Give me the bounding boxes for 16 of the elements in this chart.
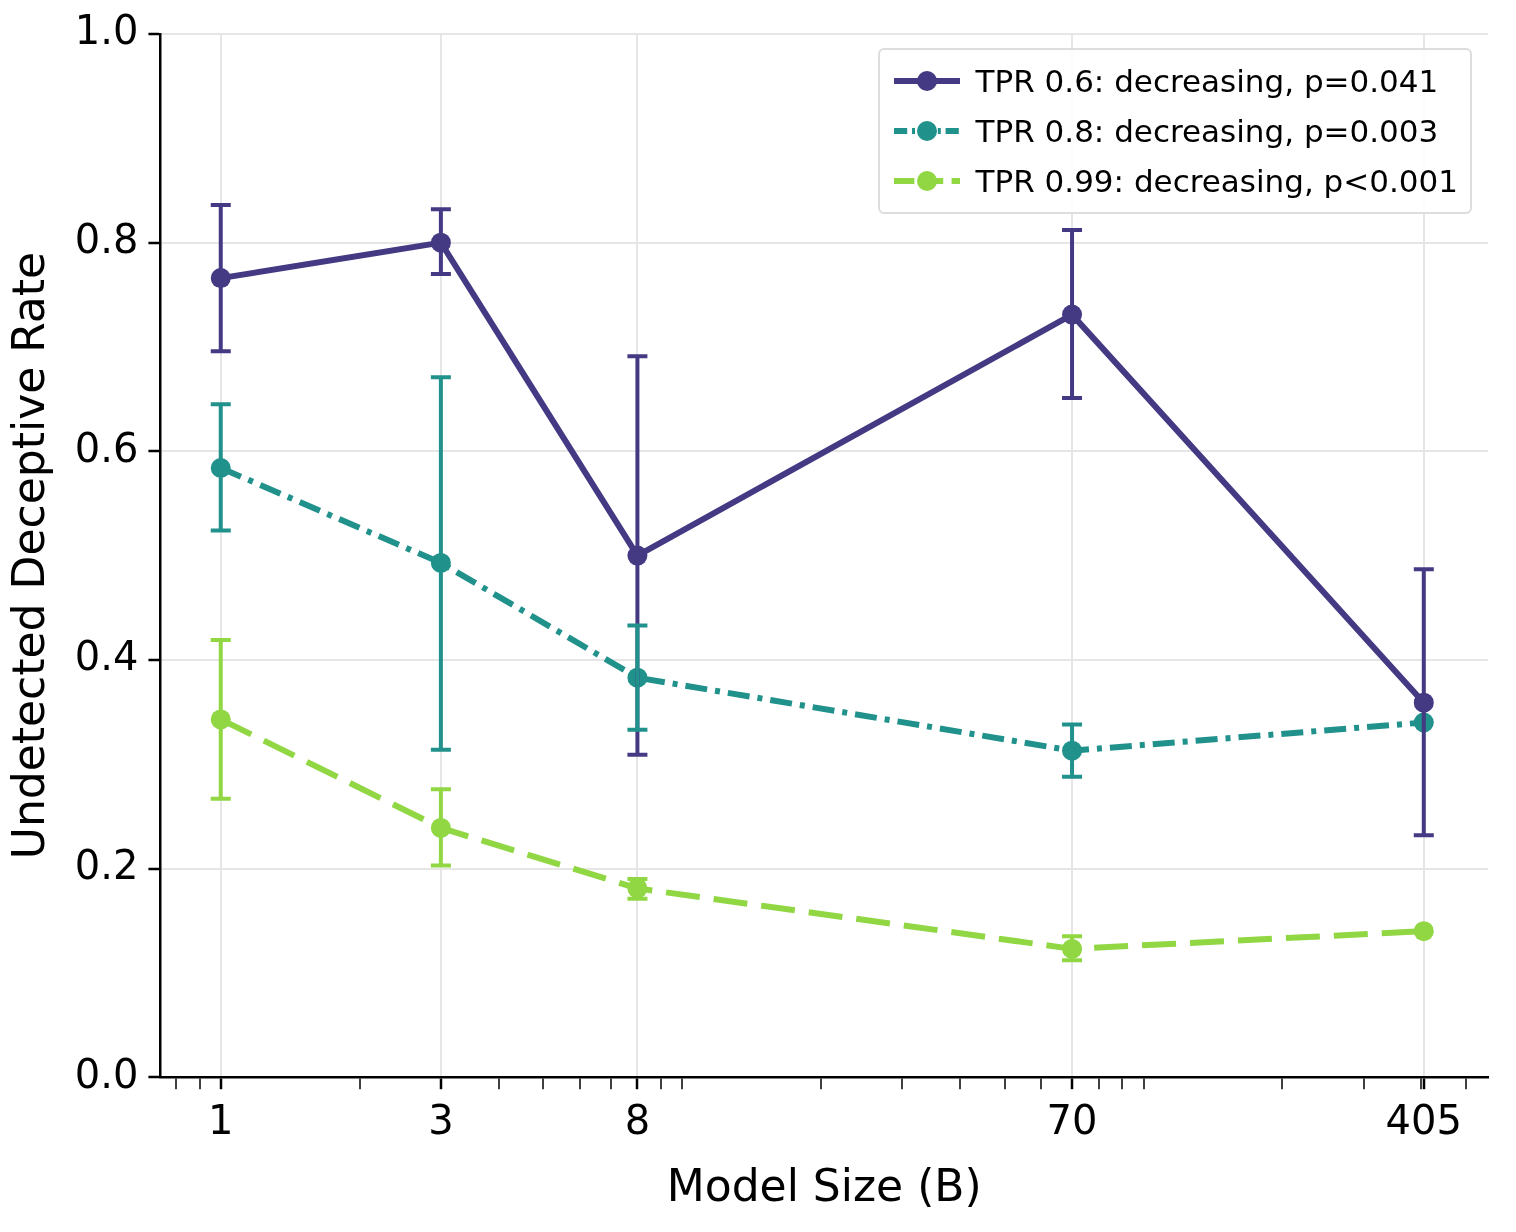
x-tick-label: 8: [624, 1096, 651, 1143]
x-tick-label: 405: [1385, 1096, 1462, 1143]
legend-label: TPR 0.6: decreasing, p=0.041: [975, 63, 1439, 99]
x-tick-label: 70: [1046, 1096, 1098, 1143]
y-tick-label: 1.0: [74, 7, 139, 54]
legend-label: TPR 0.99: decreasing, p<0.001: [975, 163, 1458, 199]
legend-label: TPR 0.8: decreasing, p=0.003: [975, 113, 1439, 149]
y-tick-label: 0.4: [74, 633, 139, 680]
y-tick-label: 0.2: [74, 841, 139, 888]
x-tick-label: 1: [208, 1096, 234, 1143]
y-tick-label: 0.8: [74, 216, 139, 263]
y-tick-label: 0.6: [74, 424, 139, 471]
x-axis-title: Model Size (B): [666, 1160, 982, 1212]
y-tick-label: 0.0: [74, 1050, 139, 1097]
y-axis-title: Undetected Deceptive Rate: [2, 251, 54, 860]
x-tick-label: 3: [428, 1096, 454, 1143]
